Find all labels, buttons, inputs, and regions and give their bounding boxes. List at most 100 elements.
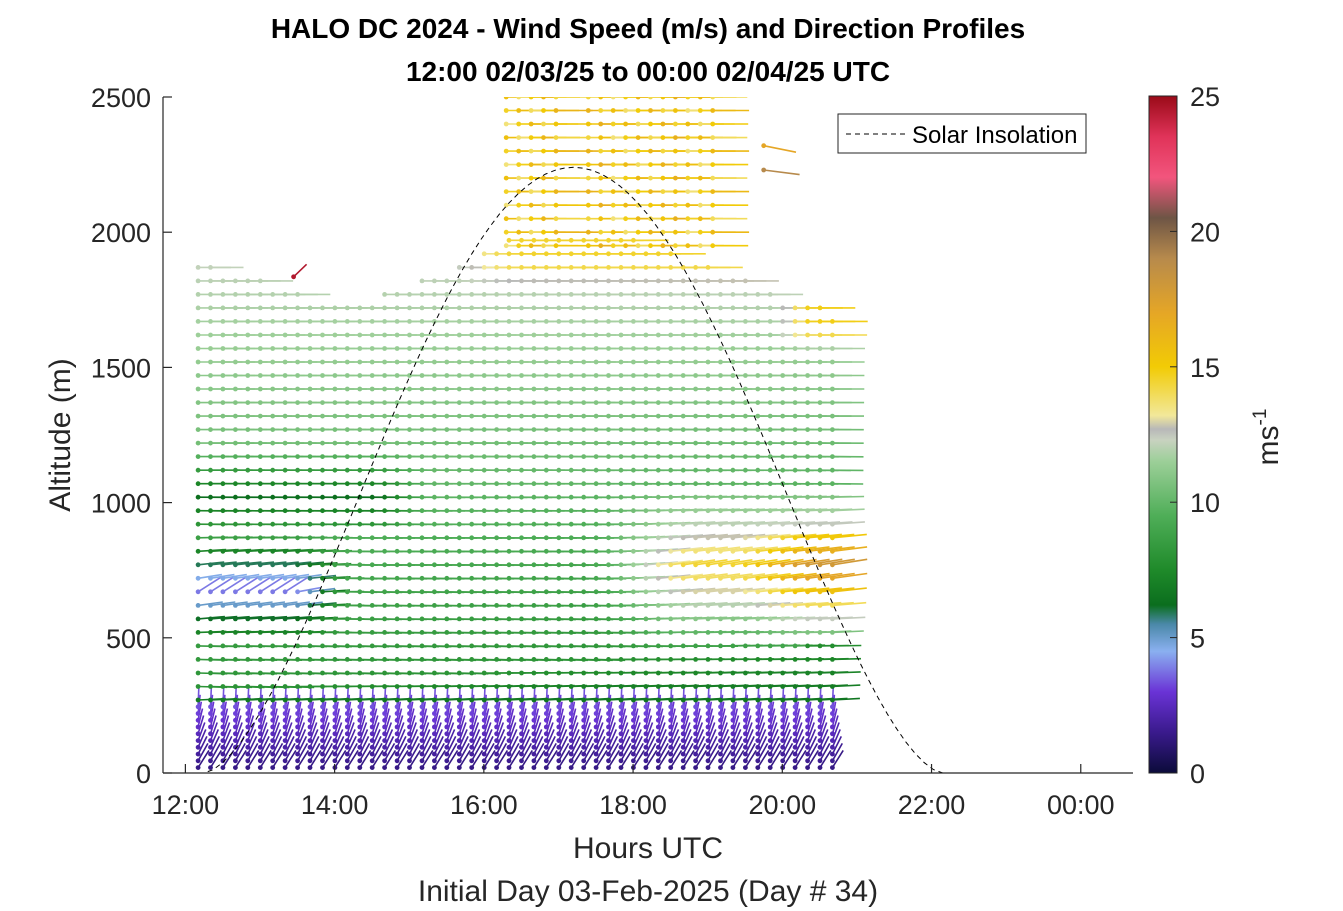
wind-barb: [528, 97, 567, 100]
wind-barb: [817, 533, 855, 541]
wind-barb: [705, 533, 741, 541]
wind-barb: [792, 722, 803, 743]
wind-barb: [780, 729, 792, 750]
wind-barb: [830, 427, 864, 432]
wind-barb: [220, 729, 232, 750]
wind-barb: [705, 701, 713, 723]
wind-barb: [655, 560, 691, 568]
wind-barb: [444, 736, 457, 757]
wind-barb: [606, 743, 620, 764]
wind-barb: [220, 743, 234, 764]
wind-barb: [444, 701, 451, 723]
wind-barb: [643, 708, 652, 730]
wind-barb: [830, 616, 866, 622]
wind-barb: [332, 701, 339, 723]
wind-barb: [767, 722, 778, 743]
wind-barb: [643, 715, 653, 737]
wind-barb: [208, 722, 218, 743]
wind-barb: [593, 687, 599, 710]
wind-barb: [830, 386, 865, 392]
wind-barb: [693, 729, 705, 750]
colorbar-tick-label: 5: [1190, 624, 1205, 654]
wind-barb: [519, 708, 527, 730]
wind-barb: [257, 743, 271, 764]
wind-barb: [585, 97, 624, 100]
wind-barb: [382, 687, 387, 710]
wind-barb: [357, 708, 365, 730]
wind-barb: [693, 573, 728, 581]
wind-barb: [668, 251, 706, 257]
wind-barb: [606, 687, 611, 710]
wind-barb: [618, 736, 631, 757]
wind-barb: [817, 715, 827, 737]
wind-barb: [830, 684, 861, 689]
wind-barb: [693, 694, 699, 716]
wind-barb: [419, 708, 428, 730]
wind-barb: [830, 572, 868, 581]
wind-barb: [743, 587, 778, 595]
wind-barb: [673, 97, 713, 100]
wind-barb: [556, 708, 564, 730]
wind-barb: [743, 558, 778, 568]
wind-barb: [320, 715, 329, 737]
wind-barb: [780, 736, 793, 757]
wind-barb: [208, 729, 220, 750]
wind-barb: [581, 694, 587, 716]
wind-barb: [705, 708, 714, 730]
wind-barb: [805, 521, 841, 527]
wind-barb: [320, 687, 325, 710]
wind-barb: [394, 729, 406, 750]
colorbar-tick-label: 25: [1190, 82, 1220, 112]
wind-barb: [481, 694, 487, 716]
wind-barb: [767, 743, 781, 764]
wind-barb: [693, 521, 728, 527]
wind-barb: [282, 694, 288, 716]
wind-barb: [730, 736, 743, 757]
wind-barb: [743, 736, 755, 757]
wind-barb: [631, 237, 669, 243]
wind-barb: [830, 729, 841, 750]
wind-barb: [655, 743, 669, 764]
wind-barb: [295, 715, 304, 737]
wind-barb: [245, 687, 251, 710]
wind-barb: [344, 729, 356, 750]
wind-barb: [543, 694, 550, 716]
wind-barb: [730, 708, 739, 730]
wind-barb: [220, 715, 230, 737]
y-tick-label: 1500: [91, 353, 151, 383]
wind-barb: [668, 534, 704, 541]
wind-barb: [643, 736, 656, 757]
wind-barb: [519, 722, 529, 743]
wind-barb: [655, 729, 667, 750]
wind-barb: [593, 729, 605, 750]
wind-barb: [805, 546, 843, 554]
wind-barb: [710, 216, 748, 222]
wind-barb: [220, 701, 227, 723]
chart-title-line2: 12:00 02/03/25 to 00:00 02/04/25 UTC: [406, 56, 890, 87]
wind-barb: [668, 743, 682, 764]
wind-barb: [780, 572, 817, 581]
wind-barb: [718, 694, 724, 716]
wind-barb: [618, 715, 628, 737]
x-tick-label: 16:00: [450, 790, 518, 820]
wind-barb: [830, 670, 861, 676]
wind-barb: [382, 749, 397, 770]
wind-barb: [780, 722, 791, 743]
wind-barb: [743, 708, 751, 730]
wind-barb: [693, 546, 728, 554]
wind-barb: [394, 722, 405, 743]
wind-barb: [407, 715, 416, 737]
y-axis-label: Altitude (m): [44, 358, 77, 511]
wind-barb: [655, 708, 664, 730]
chart-title-line1: HALO DC 2024 - Wind Speed (m/s) and Dire…: [271, 13, 1025, 44]
wind-barb: [456, 687, 462, 710]
wind-barb: [767, 572, 804, 581]
wind-barb: [680, 694, 686, 716]
wind-barb: [282, 708, 291, 730]
wind-barb: [432, 694, 438, 716]
wind-barb: [503, 97, 543, 100]
wind-barb: [419, 749, 434, 770]
wind-barb: [830, 494, 865, 500]
wind-barb: [631, 694, 637, 716]
